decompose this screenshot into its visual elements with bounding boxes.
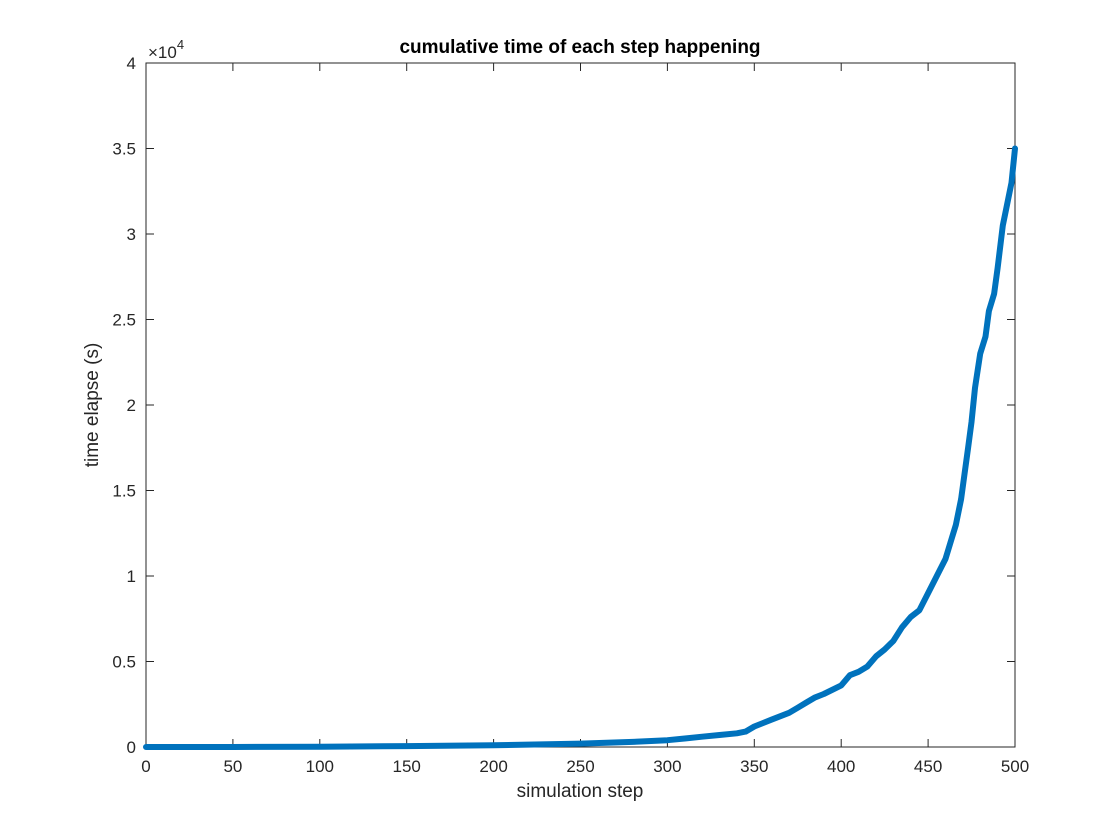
y-tick-label: 1 bbox=[127, 567, 136, 586]
x-tick-label: 400 bbox=[827, 757, 855, 776]
x-tick-label: 200 bbox=[479, 757, 507, 776]
y-ticks: 0 0.5 1 1.5 2 2.5 3 3.5 4 bbox=[112, 54, 1015, 757]
y-tick-label: 0 bbox=[127, 738, 136, 757]
x-tick-label: 150 bbox=[393, 757, 421, 776]
y-exponent-label: ×104 bbox=[148, 37, 184, 62]
y-exponent-power: 4 bbox=[177, 37, 184, 52]
y-tick-label: 0.5 bbox=[112, 653, 136, 672]
x-tick-label: 450 bbox=[914, 757, 942, 776]
chart-title: cumulative time of each step happening bbox=[399, 37, 760, 58]
x-ticks: 0 50 100 150 200 250 300 350 400 450 500 bbox=[141, 63, 1029, 776]
data-line bbox=[143, 145, 1018, 750]
x-axis-label: simulation step bbox=[517, 781, 644, 802]
y-tick-label: 4 bbox=[127, 54, 136, 73]
x-tick-label: 500 bbox=[1001, 757, 1029, 776]
x-tick-label: 50 bbox=[223, 757, 242, 776]
x-tick-label: 250 bbox=[566, 757, 594, 776]
y-tick-label: 3 bbox=[127, 225, 136, 244]
y-tick-label: 2.5 bbox=[112, 311, 136, 330]
y-tick-label: 1.5 bbox=[112, 482, 136, 501]
y-tick-label: 2 bbox=[127, 396, 136, 415]
y-exponent-base: ×10 bbox=[148, 43, 177, 62]
x-tick-label: 350 bbox=[740, 757, 768, 776]
y-axis-label: time elapse (s) bbox=[82, 343, 103, 468]
x-tick-label: 0 bbox=[141, 757, 150, 776]
x-tick-label: 300 bbox=[653, 757, 681, 776]
x-tick-label: 100 bbox=[306, 757, 334, 776]
y-tick-label: 3.5 bbox=[112, 140, 136, 159]
plot-area bbox=[145, 62, 1016, 748]
